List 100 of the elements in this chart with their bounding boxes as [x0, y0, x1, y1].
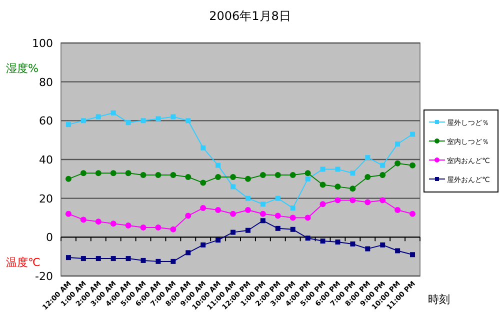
point	[305, 236, 310, 241]
point	[350, 197, 356, 204]
point	[215, 174, 222, 180]
point	[215, 206, 222, 213]
point	[365, 155, 370, 160]
point	[95, 218, 102, 225]
point	[320, 166, 326, 172]
point	[216, 162, 221, 168]
point	[350, 241, 356, 246]
point	[244, 176, 251, 182]
point	[170, 114, 176, 120]
point	[216, 238, 221, 243]
point	[260, 210, 266, 217]
point	[140, 118, 146, 124]
point	[320, 182, 326, 188]
point	[170, 226, 176, 232]
point	[334, 197, 341, 204]
point	[290, 226, 296, 232]
point	[230, 184, 236, 190]
point	[110, 220, 116, 227]
point	[230, 230, 236, 235]
point	[200, 145, 206, 150]
point	[305, 176, 310, 182]
point	[125, 170, 132, 176]
point	[170, 258, 176, 264]
point	[96, 256, 101, 262]
point	[365, 246, 370, 252]
point	[80, 170, 86, 176]
point	[304, 214, 311, 221]
x-axis-title: 時刻	[428, 293, 450, 306]
point	[140, 258, 146, 263]
point	[110, 110, 116, 116]
point	[65, 176, 72, 182]
point	[170, 172, 176, 178]
y-tick-label: 60	[39, 114, 53, 128]
point	[156, 116, 161, 122]
point	[244, 206, 251, 213]
point	[185, 174, 192, 180]
point	[260, 218, 266, 224]
point	[395, 141, 400, 146]
point	[186, 118, 191, 124]
point	[410, 210, 416, 217]
point	[125, 222, 132, 229]
point	[110, 170, 116, 176]
point	[110, 256, 116, 262]
point	[66, 255, 71, 260]
point	[95, 170, 102, 176]
point	[364, 199, 371, 206]
point	[410, 132, 416, 137]
point	[230, 210, 236, 217]
point	[245, 228, 250, 233]
point	[290, 206, 296, 211]
point	[140, 172, 146, 178]
point	[335, 166, 340, 172]
point	[66, 122, 71, 128]
point	[410, 162, 416, 168]
point	[290, 214, 296, 221]
y-tick-label: 40	[39, 154, 53, 166]
point	[65, 210, 72, 217]
y-axis-title: 湿度%	[6, 62, 38, 75]
point	[230, 174, 236, 180]
point	[335, 240, 340, 245]
point	[200, 180, 206, 186]
y-tick-label: 0	[46, 231, 53, 244]
point	[274, 212, 281, 219]
y-tick-label: 100	[32, 37, 53, 50]
point	[155, 172, 162, 178]
point	[80, 256, 86, 262]
point	[260, 172, 266, 178]
point	[394, 160, 401, 166]
y-tick-label: 80	[39, 76, 53, 89]
point	[380, 162, 386, 168]
point	[200, 242, 206, 248]
point	[304, 170, 311, 176]
point	[185, 212, 192, 219]
text: 温度℃	[6, 256, 40, 269]
point	[200, 205, 206, 212]
point	[275, 226, 280, 231]
point	[80, 216, 86, 223]
point	[334, 184, 341, 190]
point	[156, 258, 161, 264]
y-tick-label: 20	[39, 192, 53, 206]
point	[350, 186, 356, 192]
point	[260, 202, 266, 207]
point	[380, 172, 386, 178]
point	[320, 238, 326, 244]
point	[395, 248, 400, 254]
point	[245, 196, 250, 201]
point	[140, 224, 146, 230]
point	[394, 206, 401, 213]
point	[126, 120, 131, 126]
point	[96, 114, 101, 120]
point	[290, 172, 296, 178]
point	[275, 196, 280, 201]
y-tick-label: -20	[35, 270, 53, 283]
point	[410, 252, 416, 258]
point	[186, 250, 191, 256]
point	[126, 256, 131, 262]
point	[380, 242, 386, 248]
point	[380, 197, 386, 204]
